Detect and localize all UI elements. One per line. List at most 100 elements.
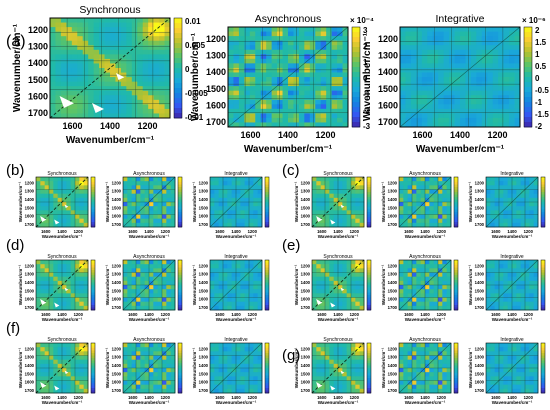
map-cell: [476, 108, 483, 114]
map-title: Asynchronous: [133, 254, 165, 260]
map-cell: [529, 197, 535, 203]
map-cell: [57, 222, 63, 228]
map-cell: [442, 206, 448, 211]
map-cell: [144, 189, 150, 195]
colorbar-step: [178, 224, 182, 228]
colorbar-step: [265, 177, 269, 180]
y-tick-label: 1700: [25, 222, 35, 227]
map-cell: [149, 384, 154, 390]
map-cell: [298, 77, 305, 82]
map-cell: [79, 285, 85, 290]
map-cell: [282, 99, 289, 105]
colorbar-step: [265, 378, 269, 381]
y-tick-label: 1300: [112, 272, 122, 277]
map-cell: [337, 63, 343, 69]
map-cell: [520, 359, 526, 365]
map-cell: [249, 343, 254, 348]
x-tick-label: 1400: [420, 229, 430, 234]
map-cell: [223, 280, 228, 286]
map-cell: [407, 351, 413, 356]
map-cell: [355, 351, 361, 356]
map-cell: [127, 206, 133, 211]
map-cell: [162, 276, 167, 282]
map-cell: [131, 108, 138, 114]
map-cell: [320, 77, 327, 82]
map-cell: [55, 45, 62, 51]
map-cell: [104, 36, 111, 42]
map-cell: [88, 99, 95, 105]
map-cell: [214, 189, 220, 195]
map-cell: [420, 222, 426, 228]
y-tick-label: 1400: [28, 58, 48, 68]
map-cell: [238, 54, 245, 60]
map-cell: [412, 351, 417, 356]
colorbar-frame: [453, 176, 459, 228]
map-cell: [520, 280, 526, 286]
masked-region: [64, 287, 69, 291]
map-cell: [62, 268, 67, 273]
map-cell: [525, 347, 530, 352]
map-cell: [104, 45, 111, 51]
map-cell: [342, 189, 348, 195]
map-cell: [333, 376, 339, 381]
map-cell: [494, 384, 500, 390]
map-cell: [416, 104, 423, 110]
map-cell: [227, 384, 233, 390]
map-cell: [137, 90, 144, 96]
map-cell: [416, 305, 422, 311]
y-tick-label: 1600: [475, 297, 485, 302]
map-cell: [449, 58, 455, 64]
colorbar-step: [174, 98, 182, 104]
map-cell: [516, 177, 522, 182]
map-cell: [231, 293, 237, 298]
colorbar-step: [178, 378, 182, 381]
map-cell: [420, 206, 426, 211]
x-tick-label: 1200: [350, 229, 360, 234]
map-cell: [62, 388, 67, 394]
map-cell: [405, 122, 412, 128]
map-cell: [529, 368, 535, 373]
map-cell: [331, 77, 338, 82]
y-tick-label: 1600: [301, 380, 311, 385]
map-cell: [83, 260, 89, 265]
map-cell: [77, 49, 84, 55]
map-cell: [509, 40, 515, 46]
map-cell: [320, 99, 327, 105]
map-cell: [123, 359, 128, 365]
map-cell: [149, 214, 154, 220]
map-cell: [257, 285, 263, 290]
map-cell: [486, 197, 491, 203]
map-cell: [533, 214, 539, 220]
y-axis-label: Wavenumber/cm⁻¹: [105, 347, 110, 388]
map-cell: [509, 67, 515, 73]
map-cell: [159, 27, 165, 33]
colorbar-step: [265, 199, 269, 203]
map-cell: [433, 285, 439, 290]
map-cell: [240, 380, 246, 386]
map-cell: [88, 40, 95, 46]
map-cell: [438, 67, 445, 73]
map-cell: [83, 193, 89, 199]
map-cell: [170, 210, 176, 215]
map-cell: [342, 206, 348, 211]
map-cell: [446, 189, 452, 195]
map-cell: [255, 90, 262, 96]
colorbar-step: [174, 73, 182, 79]
map-cell: [83, 264, 89, 269]
map-cell: [140, 384, 146, 390]
map-cell: [533, 222, 539, 228]
colorbar-step: [367, 177, 371, 180]
map-cell: [329, 388, 335, 394]
map-cell: [249, 264, 254, 269]
map-cell: [49, 347, 54, 352]
map-cell: [157, 301, 163, 307]
map-cell: [429, 260, 435, 265]
map-cell: [62, 197, 67, 203]
map-cell: [255, 104, 262, 110]
map-cell: [351, 276, 356, 282]
map-cell: [512, 293, 517, 298]
map-cell: [486, 363, 491, 369]
map-cell: [442, 297, 448, 303]
map-cell: [123, 189, 128, 195]
map-cell: [40, 206, 46, 211]
